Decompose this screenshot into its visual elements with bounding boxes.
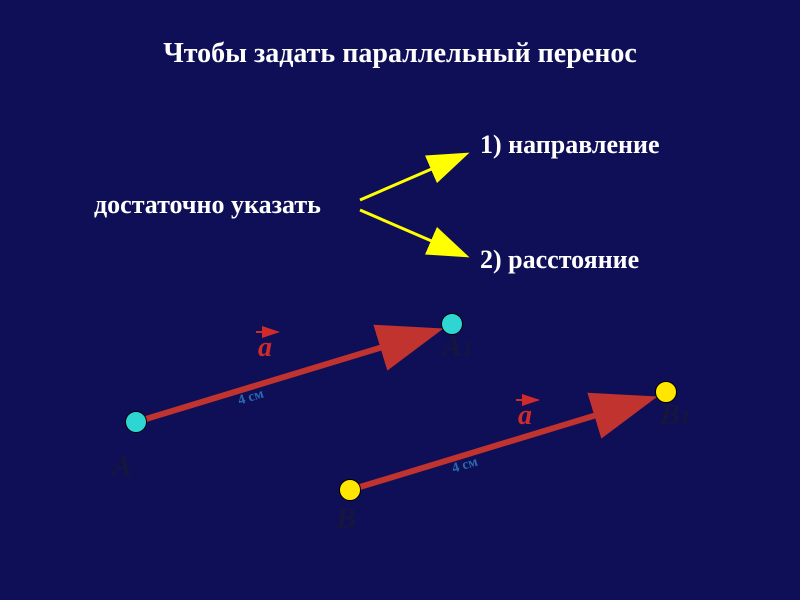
arrow-to-distance: [360, 210, 464, 255]
label-a1: A1: [442, 330, 473, 364]
label-b: B: [336, 502, 356, 536]
vector-label-a-top: a: [258, 332, 272, 364]
vector-label-a-bottom: a: [518, 400, 532, 432]
point-b: [339, 479, 361, 501]
point-a: [125, 411, 147, 433]
label-b1: B1: [660, 398, 691, 432]
diagram-svg: [0, 0, 800, 600]
vector-a-top: [136, 332, 432, 422]
vector-a-bottom: [350, 400, 646, 490]
label-a: A: [112, 450, 132, 484]
arrow-to-direction: [360, 155, 464, 200]
